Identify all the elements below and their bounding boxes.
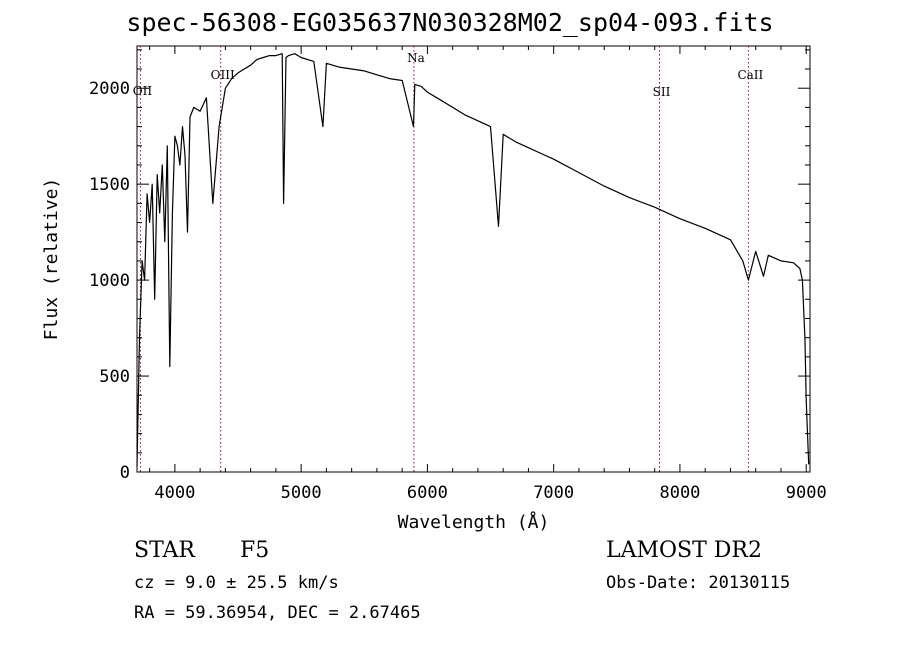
line-label-caii: CaII — [737, 68, 763, 82]
x-tick-label: 9000 — [786, 483, 827, 503]
y-tick-label: 0 — [120, 463, 130, 483]
obs-date: Obs-Date: 20130115 — [606, 573, 791, 593]
x-tick-label: 6000 — [407, 483, 448, 503]
object-class: STAR — [134, 538, 195, 563]
object-subclass: F5 — [240, 538, 270, 563]
chart-title: spec-56308-EG035637N030328M02_sp04-093.f… — [126, 8, 774, 37]
plot-frame — [136, 45, 811, 473]
x-tick-label: 4000 — [154, 483, 195, 503]
redshift-cz: cz = 9.0 ± 25.5 km/s — [134, 573, 339, 593]
y-axis-label: Flux (relative) — [41, 178, 62, 341]
y-tick-label: 2000 — [89, 79, 130, 99]
y-tick-label: 1500 — [89, 175, 130, 195]
ra-dec: RA = 59.36954, DEC = 2.67465 — [134, 603, 421, 623]
y-tick-label: 500 — [99, 367, 130, 387]
y-tick-label: 1000 — [89, 271, 130, 291]
x-tick-label: 8000 — [659, 483, 700, 503]
line-label-oiii: OIII — [211, 68, 235, 82]
survey-name: LAMOST DR2 — [606, 538, 762, 563]
line-label-na: Na — [407, 51, 425, 65]
line-label-sii: SII — [653, 85, 671, 99]
x-axis-label: Wavelength (Å) — [398, 511, 550, 533]
spectrum-line — [136, 53, 810, 467]
x-tick-label: 7000 — [533, 483, 574, 503]
x-tick-label: 5000 — [281, 483, 322, 503]
line-label-oii: OII — [133, 84, 153, 98]
